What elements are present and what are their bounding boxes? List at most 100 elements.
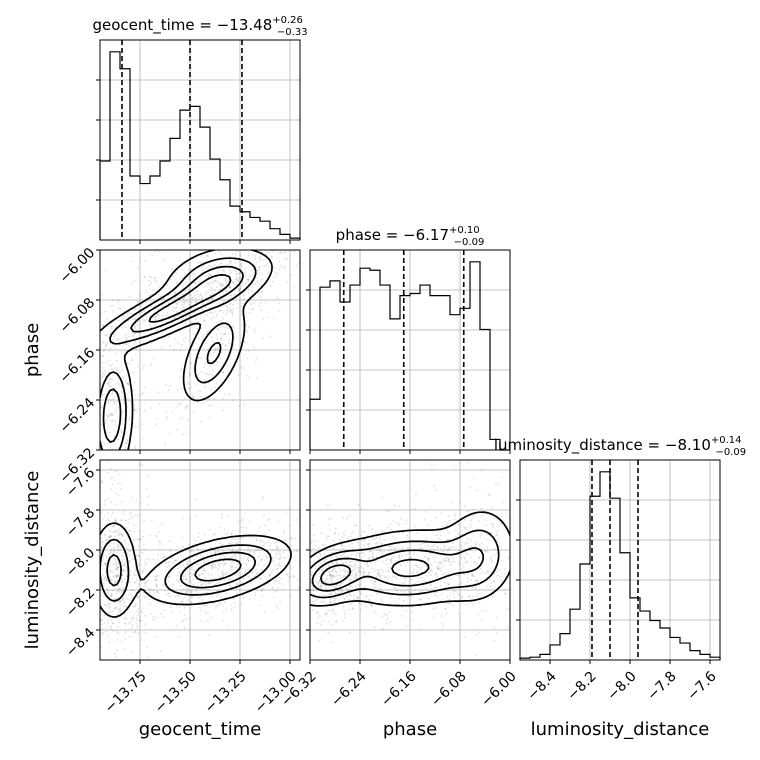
phase_vs_luminosity_distance-sample-point — [376, 569, 379, 571]
phase_vs_luminosity_distance-sample-point — [266, 596, 268, 598]
geocent_time_vs_phase-sample-point — [205, 342, 208, 345]
phase_vs_luminosity_distance-sample-point — [330, 593, 332, 596]
geocent_time_vs_phase-sample-point — [103, 342, 105, 344]
phase_vs_luminosity_distance-sample-point — [442, 625, 445, 628]
geocent_time_vs_luminosity_distance-sample-point — [137, 563, 140, 566]
geocent_time_vs_luminosity_distance-sample-point — [222, 543, 224, 546]
geocent_time_vs_luminosity_distance-sample-point — [120, 484, 123, 486]
geocent_time_vs_phase-sample-point — [175, 272, 178, 275]
phase_vs_luminosity_distance-sample-point — [377, 583, 380, 585]
geocent_time_vs_phase-sample-point — [214, 289, 217, 292]
phase_vs_luminosity_distance-sample-point — [297, 558, 299, 560]
geocent_time_vs_phase-sample-point — [211, 340, 214, 343]
geocent_time_vs_luminosity_distance-sample-point — [203, 611, 206, 613]
geocent_time_vs_phase-sample-point — [121, 327, 124, 329]
phase_vs_luminosity_distance-sample-point — [435, 534, 438, 537]
geocent_time_vs_luminosity_distance-contour-2 — [106, 551, 257, 589]
phase_vs_luminosity_distance-sample-point — [329, 610, 331, 612]
phase_vs_luminosity_distance-sample-point — [463, 557, 466, 560]
phase_vs_luminosity_distance-sample-point — [505, 512, 507, 515]
geocent_time_vs_luminosity_distance-sample-point — [206, 619, 209, 621]
geocent_time_vs_luminosity_distance-sample-point — [248, 575, 251, 578]
phase_vs_luminosity_distance-sample-point — [355, 587, 357, 590]
geocent_time_vs_phase-sample-point — [174, 291, 176, 294]
phase_vs_luminosity_distance-sample-point — [525, 542, 527, 544]
phase_vs_luminosity_distance-sample-point — [361, 604, 363, 607]
phase_vs_luminosity_distance-sample-point — [333, 601, 336, 604]
phase_vs_luminosity_distance-sample-point — [454, 514, 457, 517]
geocent_time_vs_luminosity_distance-sample-point — [149, 602, 152, 605]
geocent_time_vs_phase-sample-point — [271, 256, 273, 259]
geocent_time_vs_luminosity_distance-sample-point — [114, 503, 116, 506]
geocent_time_vs_phase-sample-point — [134, 445, 137, 448]
phase_vs_luminosity_distance-xtick-label-3: −6.08 — [428, 668, 470, 710]
geocent_time_vs_phase-sample-point — [127, 517, 129, 519]
geocent_time_vs_luminosity_distance-sample-point — [230, 534, 233, 537]
geocent_time_vs_luminosity_distance-sample-point — [202, 582, 205, 585]
geocent_time_vs_phase-sample-point — [110, 385, 113, 388]
geocent_time_vs_phase-sample-point — [129, 461, 131, 463]
phase_vs_luminosity_distance-sample-point — [342, 581, 344, 584]
geocent_time_vs_luminosity_distance-sample-point — [121, 590, 123, 592]
geocent_time_vs_luminosity_distance-sample-point — [202, 569, 204, 572]
phase_vs_luminosity_distance-sample-point — [394, 547, 397, 550]
geocent_time_vs_phase-sample-point — [127, 418, 130, 421]
phase_vs_luminosity_distance-sample-point — [488, 494, 491, 496]
geocent_time_vs_luminosity_distance-sample-point — [130, 626, 133, 629]
phase_vs_luminosity_distance-sample-point — [381, 615, 383, 618]
geocent_time_vs_luminosity_distance-sample-point — [112, 661, 114, 663]
geocent_time_vs_phase-sample-point — [223, 300, 226, 303]
geocent_time_vs_phase-sample-point — [134, 308, 136, 311]
phase_vs_luminosity_distance-sample-point — [335, 575, 338, 577]
geocent_time_vs_luminosity_distance-sample-point — [93, 566, 95, 568]
geocent_time_vs_phase-sample-point — [71, 387, 73, 389]
phase_vs_luminosity_distance-sample-point — [434, 516, 437, 519]
phase_vs_luminosity_distance-sample-point — [328, 573, 331, 576]
geocent_time_vs_luminosity_distance-sample-point — [288, 577, 291, 579]
phase_vs_luminosity_distance-sample-point — [472, 561, 475, 564]
geocent_time_vs_luminosity_distance-sample-point — [116, 574, 119, 577]
geocent_time_vs_luminosity_distance-sample-point — [220, 544, 223, 547]
phase_vs_luminosity_distance-sample-point — [381, 600, 384, 603]
geocent_time_vs_phase-sample-point — [143, 320, 146, 323]
phase_vs_luminosity_distance-sample-point — [301, 552, 303, 554]
geocent_time_vs_luminosity_distance-sample-point — [225, 562, 228, 565]
geocent_time_vs_luminosity_distance-sample-point — [191, 573, 194, 575]
geocent_time_vs_phase-sample-point — [90, 420, 92, 422]
geocent_time_vs_luminosity_distance-sample-point — [254, 580, 256, 582]
geocent_time_vs_phase-sample-point — [127, 397, 129, 400]
phase_vs_luminosity_distance-sample-point — [327, 503, 329, 506]
geocent_time_vs_luminosity_distance-sample-point — [103, 622, 106, 625]
phase_vs_luminosity_distance-sample-point — [358, 601, 361, 604]
geocent_time_vs_phase-ytick-label-2: −6.16 — [57, 345, 99, 387]
geocent_time_vs_phase-sample-point — [206, 314, 209, 317]
geocent_time_vs_luminosity_distance-sample-point — [230, 603, 232, 606]
geocent_time_vs_phase-sample-point — [235, 278, 238, 281]
phase_vs_luminosity_distance-sample-point — [502, 501, 505, 503]
geocent_time_vs_luminosity_distance-sample-point — [119, 545, 122, 548]
geocent_time_vs_luminosity_distance-sample-point — [283, 539, 286, 542]
phase_vs_luminosity_distance-sample-point — [332, 569, 335, 572]
geocent_time_vs_phase-sample-point — [124, 441, 127, 444]
geocent_time_vs_luminosity_distance-sample-point — [154, 575, 157, 578]
geocent_time_vs_phase-sample-point — [114, 403, 117, 406]
geocent_time_vs_luminosity_distance-sample-point — [285, 546, 288, 549]
phase_vs_luminosity_distance-sample-point — [474, 588, 477, 591]
geocent_time_vs_phase-sample-point — [222, 397, 224, 400]
phase_vs_luminosity_distance-sample-point — [332, 540, 335, 542]
geocent_time_vs_luminosity_distance-sample-point — [279, 557, 281, 560]
geocent_time_vs_phase-sample-point — [106, 486, 108, 488]
phase_vs_luminosity_distance-sample-point — [327, 610, 329, 612]
phase_vs_luminosity_distance-sample-point — [530, 554, 532, 556]
geocent_time_vs_phase-yaxis-label: phase — [22, 323, 43, 377]
geocent_time_vs_luminosity_distance-sample-point — [231, 568, 234, 571]
geocent_time_vs_luminosity_distance-sample-point — [235, 553, 238, 555]
geocent_time_vs_luminosity_distance-sample-point — [247, 559, 250, 562]
geocent_time_vs_phase-sample-point — [222, 409, 224, 412]
geocent_time_vs_luminosity_distance-sample-point — [153, 619, 155, 622]
phase_vs_luminosity_distance-sample-point — [351, 570, 354, 572]
phase_vs_luminosity_distance-sample-point — [312, 590, 315, 592]
phase_vs_luminosity_distance-sample-point — [425, 565, 428, 568]
geocent_time_vs_phase-sample-point — [154, 315, 157, 318]
